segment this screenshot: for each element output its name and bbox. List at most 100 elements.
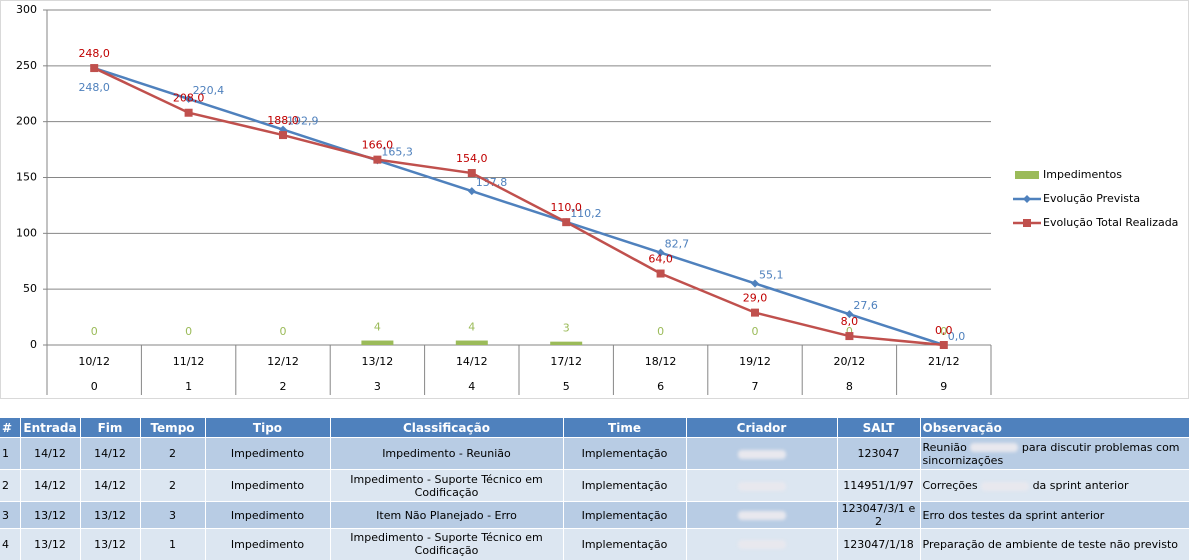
x-sublabel: 6: [657, 380, 664, 393]
line-value-label: 188,0: [267, 114, 299, 127]
point: [467, 187, 476, 196]
legend-label: Impedimentos: [1043, 168, 1122, 181]
line-value-label: 0,0: [948, 330, 966, 343]
cell-time: Implementação: [563, 469, 687, 502]
cell-salt: 114951/1/97: [837, 469, 921, 502]
point: [939, 341, 948, 349]
line: [93, 66, 945, 347]
point: [656, 269, 665, 278]
cell-salt: 123047: [837, 437, 921, 470]
redacted-text: [737, 481, 786, 491]
table-row: 4 13/12 13/12 1 Impedimento Impedimento - Sup…: [0, 528, 1189, 560]
column-header: Observação: [920, 418, 1189, 438]
cell-text: Preparação de ambiente de teste não prev…: [922, 537, 1179, 551]
x-tick-label: 20/12: [834, 355, 866, 368]
x-tick-label: 21/12: [928, 355, 960, 368]
cell-fim: 13/12: [80, 528, 141, 560]
x-sublabel: 8: [846, 380, 853, 393]
cell-fim: 14/12: [80, 437, 141, 470]
cell-num: 2: [0, 469, 21, 502]
bar-value-label: 0: [280, 325, 287, 338]
cell-tempo: 3: [140, 501, 206, 529]
bar-value-label: 0: [940, 325, 947, 338]
line-value-label: 110,0: [550, 201, 582, 214]
x-sublabel: 4: [468, 380, 475, 393]
x-tick-label: 14/12: [456, 355, 488, 368]
cell-classificacao: Impedimento - Suporte Técnico em Codific…: [330, 528, 564, 560]
line-value-label: 248,0: [78, 81, 110, 94]
cell-text: Reunião: [922, 440, 967, 454]
column-header: SALT: [837, 418, 921, 438]
bar-value-label: 0: [185, 325, 192, 338]
cell-text: Erro dos testes da sprint anterior: [922, 508, 1105, 522]
x-tick-label: 10/12: [78, 355, 110, 368]
bar-value-label: 3: [563, 322, 570, 335]
legend-marker: [1023, 195, 1031, 203]
bar: [550, 341, 583, 345]
cell-classificacao: Item Não Planejado - Erro: [330, 501, 564, 529]
x-tick-label: 17/12: [550, 355, 582, 368]
line-value-label: 27,6: [853, 299, 878, 312]
table-row: 2 14/12 14/12 2 Impedimento Impedimento - Sup…: [0, 469, 1189, 502]
cell-text: Correções: [922, 479, 978, 492]
cell-classificacao: Impedimento - Reunião: [330, 437, 564, 470]
line-value-label: 220,4: [193, 84, 225, 97]
cell-num: 1: [0, 437, 21, 470]
point: [279, 131, 287, 140]
column-header: Tempo: [140, 418, 206, 438]
bar: [455, 340, 488, 345]
cell-entrada: 13/12: [20, 501, 81, 529]
legend-marker: [1023, 219, 1031, 227]
bar-value-label: 4: [374, 321, 381, 334]
legend-swatch: [1015, 171, 1039, 179]
line-value-label: 192,9: [287, 115, 319, 128]
cell-entrada: 13/12: [20, 528, 81, 560]
table-body: 1 14/12 14/12 2 Impedimento Impedimento - Reu…: [0, 437, 1189, 560]
point: [845, 310, 854, 319]
line-value-label: 248,0: [78, 47, 110, 60]
column-header: Entrada: [20, 418, 81, 438]
point: [656, 248, 665, 257]
line-value-label: 208,0: [173, 92, 205, 105]
cell-observacao: Reunião para discutir problemas com sinc…: [920, 437, 1189, 470]
chart-border: [0, 0, 1189, 399]
chart: 05010015020025030010/12011/12112/12213/1…: [0, 0, 1189, 399]
cell-creator: [686, 437, 838, 470]
y-tick-label: 200: [16, 115, 37, 128]
bar: [361, 340, 394, 345]
line-value-label: 110,2: [570, 207, 602, 220]
y-tick-label: 300: [16, 3, 37, 16]
cell-observacao: Erro dos testes da sprint anterior: [920, 501, 1189, 529]
column-header: Criador: [686, 418, 838, 438]
point: [751, 308, 759, 317]
point: [467, 169, 476, 178]
x-tick-label: 19/12: [739, 355, 771, 368]
line-value-label: 82,7: [665, 238, 690, 251]
cell-text: da sprint anterior: [1032, 479, 1129, 492]
line-value-label: 165,3: [381, 145, 413, 158]
cell-tempo: 2: [140, 437, 206, 470]
cell-text: para discutir problemas com sincornizaçõ…: [922, 440, 1180, 467]
cell-fim: 13/12: [80, 501, 141, 529]
bar-value-label: 0: [657, 325, 664, 338]
x-sublabel: 3: [374, 380, 381, 393]
column-header: Fim: [80, 418, 141, 438]
line: [93, 66, 944, 347]
column-header: Classificação: [330, 418, 564, 438]
x-tick-label: 12/12: [267, 355, 299, 368]
point: [90, 64, 99, 73]
cell-num: 3: [0, 501, 21, 529]
legend-label: Evolução Total Realizada: [1043, 216, 1178, 229]
table-row: 3 13/12 13/12 3 Impedimento Item Não Planejad…: [0, 501, 1189, 529]
cell-entrada: 14/12: [20, 469, 81, 502]
cell-time: Implementação: [563, 528, 687, 560]
cell-observacao: Preparação de ambiente de teste não prev…: [920, 528, 1189, 560]
bar-value-label: 0: [91, 325, 98, 338]
point: [184, 108, 193, 117]
cell-fim: 14/12: [80, 469, 141, 502]
column-header: #: [0, 418, 21, 438]
cell-tipo: Impedimento: [205, 437, 331, 470]
redacted-text: [737, 540, 786, 550]
cell-time: Implementação: [563, 437, 687, 470]
line-value-label: 55,1: [759, 268, 784, 281]
